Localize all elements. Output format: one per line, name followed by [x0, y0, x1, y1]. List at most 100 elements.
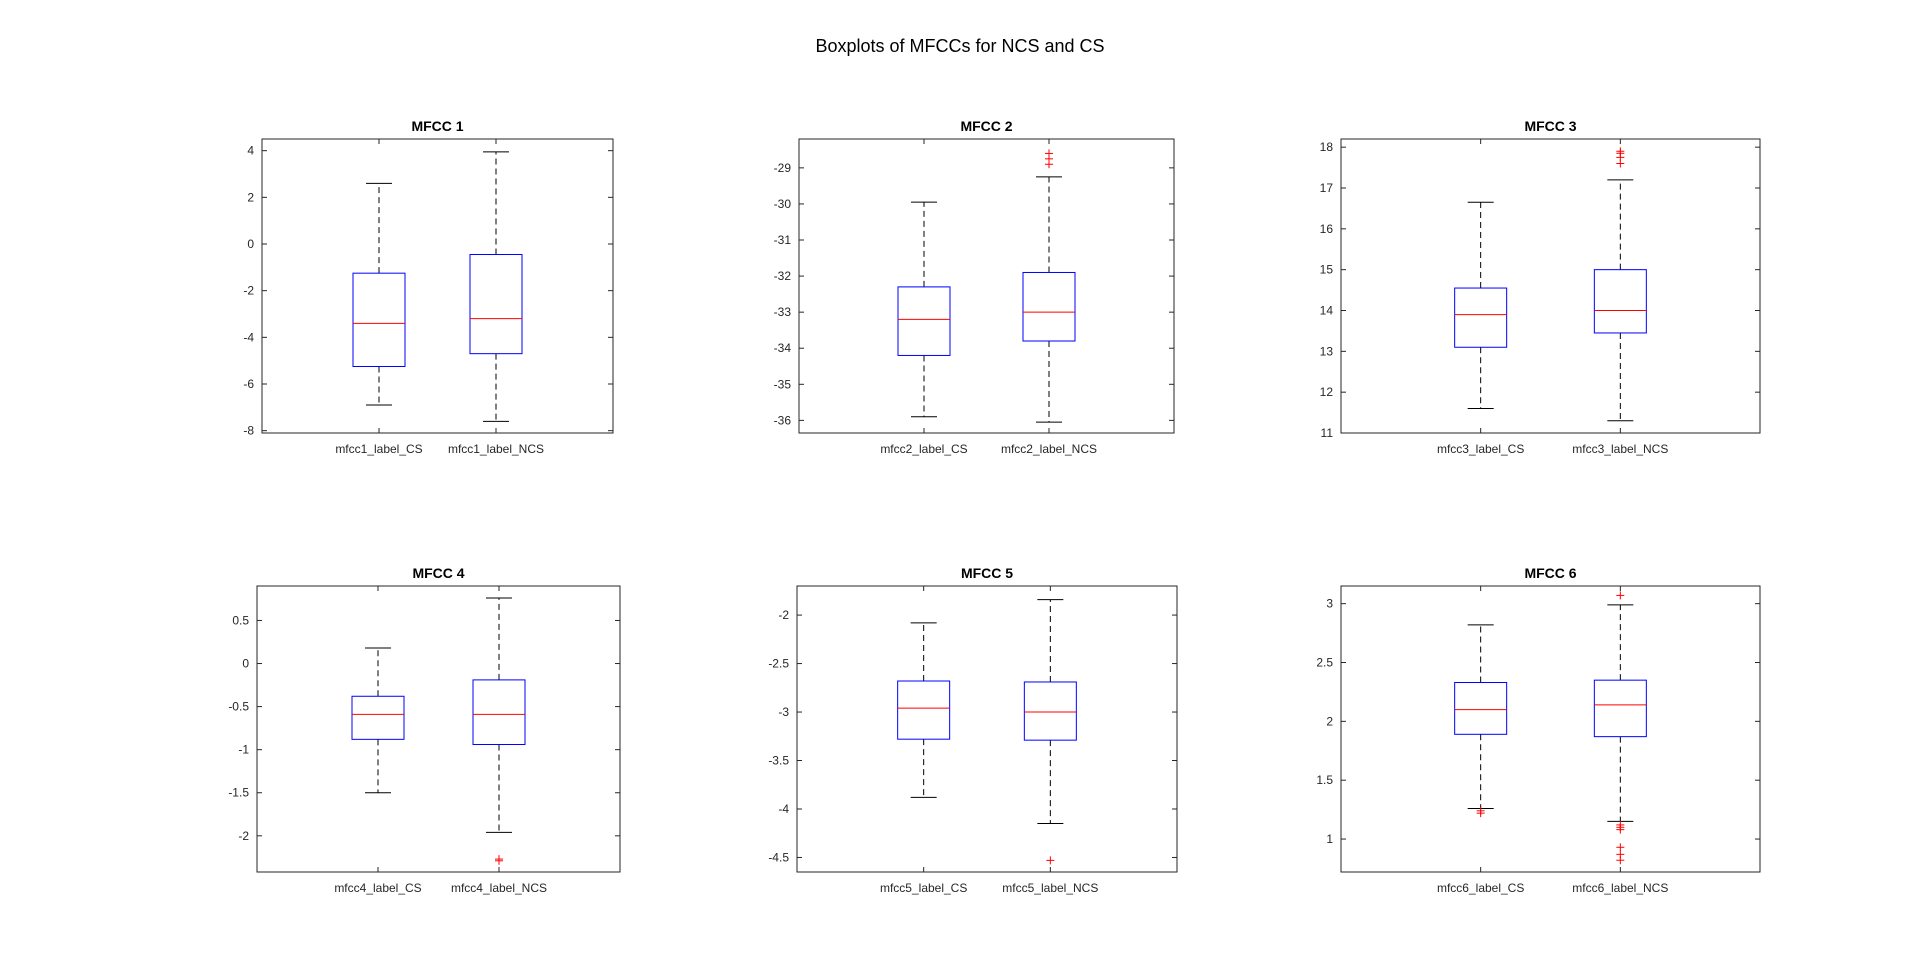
y-tick-label: -3.5 — [768, 754, 789, 768]
y-tick-label: 3 — [1326, 597, 1333, 611]
iqr-box — [897, 680, 951, 740]
y-tick-label: 11 — [1321, 426, 1334, 440]
x-tick-label: mfcc5_label_CS — [880, 881, 967, 895]
y-tick-label: -33 — [774, 305, 792, 319]
y-tick-label: 4 — [247, 144, 254, 158]
y-tick-label: -32 — [774, 269, 792, 283]
box-mfcc5_label_NCS — [1023, 599, 1077, 865]
y-tick-label: -36 — [774, 413, 792, 427]
y-tick-label: -34 — [774, 341, 792, 355]
box-mfcc2_label_CS — [897, 201, 951, 418]
x-tick-label: mfcc6_label_CS — [1437, 881, 1524, 895]
axes-frame — [796, 585, 1178, 873]
box-mfcc1_label_NCS — [469, 151, 523, 422]
x-tick-label: mfcc1_label_CS — [335, 442, 422, 456]
x-tick-label: mfcc4_label_NCS — [451, 881, 547, 895]
y-tick-label: 2.5 — [1316, 656, 1333, 670]
x-tick-label: mfcc2_label_CS — [880, 442, 967, 456]
subplot-title: MFCC 2 — [960, 118, 1012, 134]
box-mfcc5_label_CS — [897, 622, 951, 798]
y-tick-label: 0 — [247, 237, 254, 251]
y-tick-label: -1 — [238, 743, 249, 757]
subplot-title: MFCC 4 — [412, 565, 464, 581]
outlier-marker — [1046, 856, 1055, 865]
box-mfcc3_label_NCS — [1593, 147, 1647, 422]
box-mfcc6_label_NCS — [1593, 591, 1647, 865]
x-tick-label: mfcc6_label_NCS — [1572, 881, 1668, 895]
subplot-mfcc-4: MFCC 4 -2 -1.5 -1 -0.5 0 0.5 mfcc4_label_CS mfcc… — [228, 565, 621, 895]
box-mfcc2_label_NCS — [1022, 149, 1076, 423]
y-tick-label: 18 — [1320, 140, 1334, 154]
outlier-marker — [1616, 147, 1625, 156]
y-tick-label: -4 — [243, 330, 254, 344]
y-tick-label: 17 — [1320, 181, 1334, 195]
axes-frame — [261, 138, 614, 434]
y-tick-label: -2 — [238, 829, 249, 843]
y-tick-label: -2 — [243, 284, 254, 298]
iqr-box — [1454, 682, 1508, 735]
y-tick-label: -0.5 — [228, 700, 249, 714]
x-tick-label: mfcc3_label_CS — [1437, 442, 1524, 456]
y-tick-label: 0 — [242, 657, 249, 671]
y-tick-label: -1.5 — [228, 786, 249, 800]
y-tick-label: -29 — [774, 161, 792, 175]
outlier-marker — [1616, 856, 1625, 865]
y-tick-label: 13 — [1320, 344, 1334, 358]
y-tick-label: -2 — [778, 608, 789, 622]
iqr-box — [352, 272, 406, 367]
box-mfcc1_label_CS — [352, 182, 406, 406]
figure-title: Boxplots of MFCCs for NCS and CS — [815, 36, 1105, 56]
y-tick-label: -3 — [778, 705, 789, 719]
y-tick-label: 12 — [1320, 385, 1334, 399]
subplot-mfcc-1: MFCC 1 -8 -6 -4 -2 0 2 4 mfcc1_label_CS mfcc1_lab… — [243, 118, 614, 456]
axes-frame — [256, 585, 621, 873]
subplot-title: MFCC 5 — [961, 565, 1013, 581]
iqr-box — [1023, 681, 1077, 741]
outlier-marker — [495, 856, 503, 865]
y-tick-label: 2 — [1326, 714, 1333, 728]
box-mfcc6_label_CS — [1454, 624, 1508, 818]
iqr-box — [1454, 287, 1508, 348]
box-mfcc3_label_CS — [1454, 201, 1508, 409]
outlier-marker — [1616, 825, 1625, 834]
box-mfcc4_label_NCS — [472, 597, 526, 865]
y-tick-label: 14 — [1320, 304, 1334, 318]
subplot-title: MFCC 3 — [1524, 118, 1576, 134]
x-tick-label: mfcc3_label_NCS — [1572, 442, 1668, 456]
y-tick-label: 0.5 — [232, 613, 249, 627]
outlier-marker — [1045, 160, 1053, 169]
subplot-title: MFCC 6 — [1524, 565, 1576, 581]
iqr-box — [351, 695, 405, 740]
axes-frame — [1340, 585, 1761, 873]
y-tick-label: 15 — [1320, 263, 1334, 277]
iqr-box — [469, 254, 523, 355]
outlier-marker — [1616, 591, 1625, 600]
axes-frame — [798, 138, 1175, 434]
subplot-title: MFCC 1 — [411, 118, 463, 134]
axes-frame — [1340, 138, 1761, 434]
box-mfcc4_label_CS — [351, 647, 405, 794]
y-tick-label: -2.5 — [768, 657, 789, 671]
outlier-marker — [1476, 806, 1485, 815]
y-tick-label: -30 — [774, 197, 792, 211]
subplot-mfcc-3: MFCC 3 11 12 13 14 15 16 17 18 mfcc3_label_CS mfcc… — [1320, 118, 1761, 456]
y-tick-label: 16 — [1320, 222, 1334, 236]
y-tick-label: 1.5 — [1316, 773, 1333, 787]
y-tick-label: -35 — [774, 377, 792, 391]
iqr-box — [1022, 271, 1076, 342]
y-tick-label: 2 — [247, 190, 254, 204]
y-tick-label: 1 — [1326, 832, 1333, 846]
iqr-box — [1593, 269, 1647, 334]
x-tick-label: mfcc1_label_NCS — [448, 442, 544, 456]
iqr-box — [472, 679, 526, 746]
x-tick-label: mfcc5_label_NCS — [1002, 881, 1098, 895]
y-tick-label: -31 — [774, 233, 792, 247]
y-tick-label: -4 — [778, 802, 789, 816]
iqr-box — [1593, 679, 1647, 738]
iqr-box — [897, 286, 951, 356]
outlier-marker — [1616, 843, 1625, 852]
y-tick-label: -8 — [243, 424, 254, 438]
subplot-mfcc-5: MFCC 5 -4.5 -4 -3.5 -3 -2.5 -2 mfcc5_label_CS mf… — [768, 565, 1178, 895]
